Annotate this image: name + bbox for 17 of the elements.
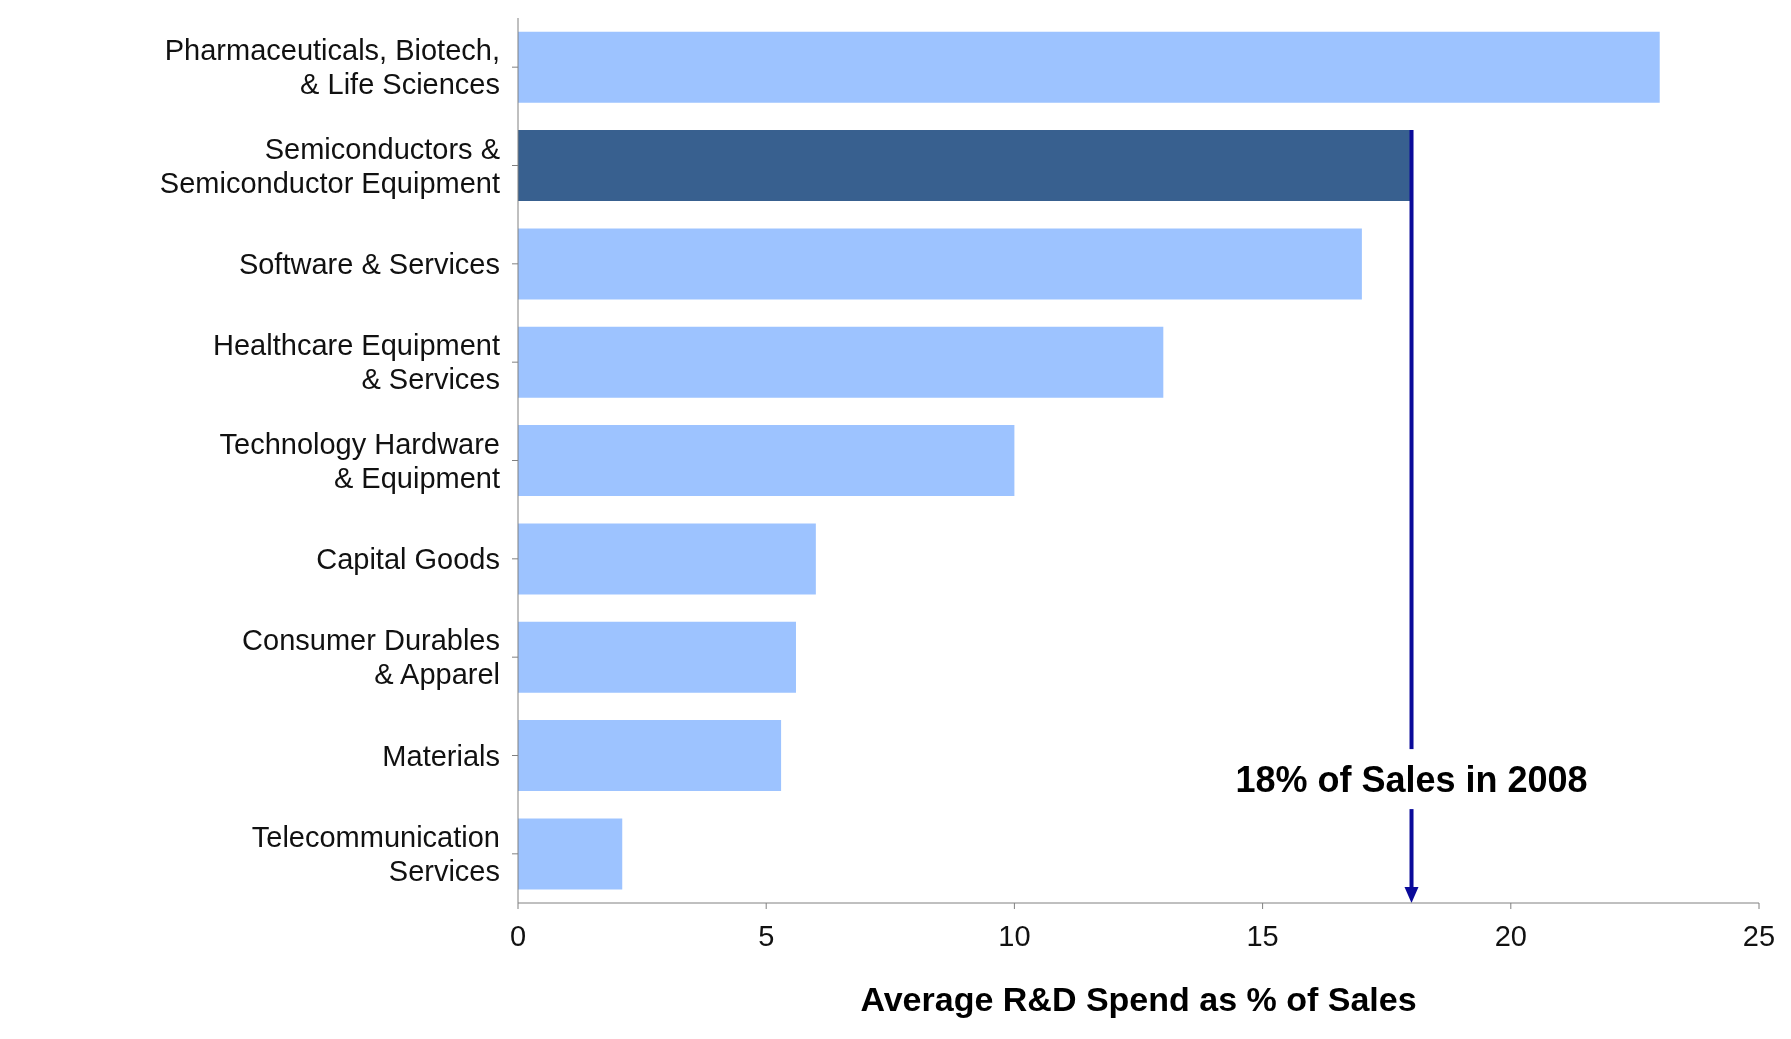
x-tick-label: 25 <box>1742 919 1776 952</box>
x-tick-label: 15 <box>1246 919 1279 952</box>
y-tick-label: Healthcare Equipment & Services <box>213 329 500 396</box>
y-tick-label: Technology Hardware & Equipment <box>219 427 500 494</box>
ref-line-label: 18% of Sales in 2008 <box>1235 758 1588 800</box>
y-tick-label: Software & Services <box>238 247 500 280</box>
y-tick-label: Pharmaceuticals, Biotech, & Life Sciences <box>164 34 500 101</box>
x-axis-title: Average R&D Spend as % of Sales <box>860 980 1417 1018</box>
x-tick-label: 20 <box>1494 919 1527 952</box>
y-tick-label: Consumer Durables & Apparel <box>242 624 500 691</box>
y-tick-label: Materials <box>382 739 500 772</box>
y-tick-label: Capital Goods <box>316 542 500 575</box>
x-tick-label: 0 <box>509 919 527 952</box>
x-tick-label: 5 <box>758 919 775 952</box>
y-tick-label: Telecommunication Services <box>251 820 500 887</box>
y-tick-label: Semiconductors & Semiconductor Equipment <box>159 132 500 199</box>
x-tick-label: 10 <box>998 919 1031 952</box>
